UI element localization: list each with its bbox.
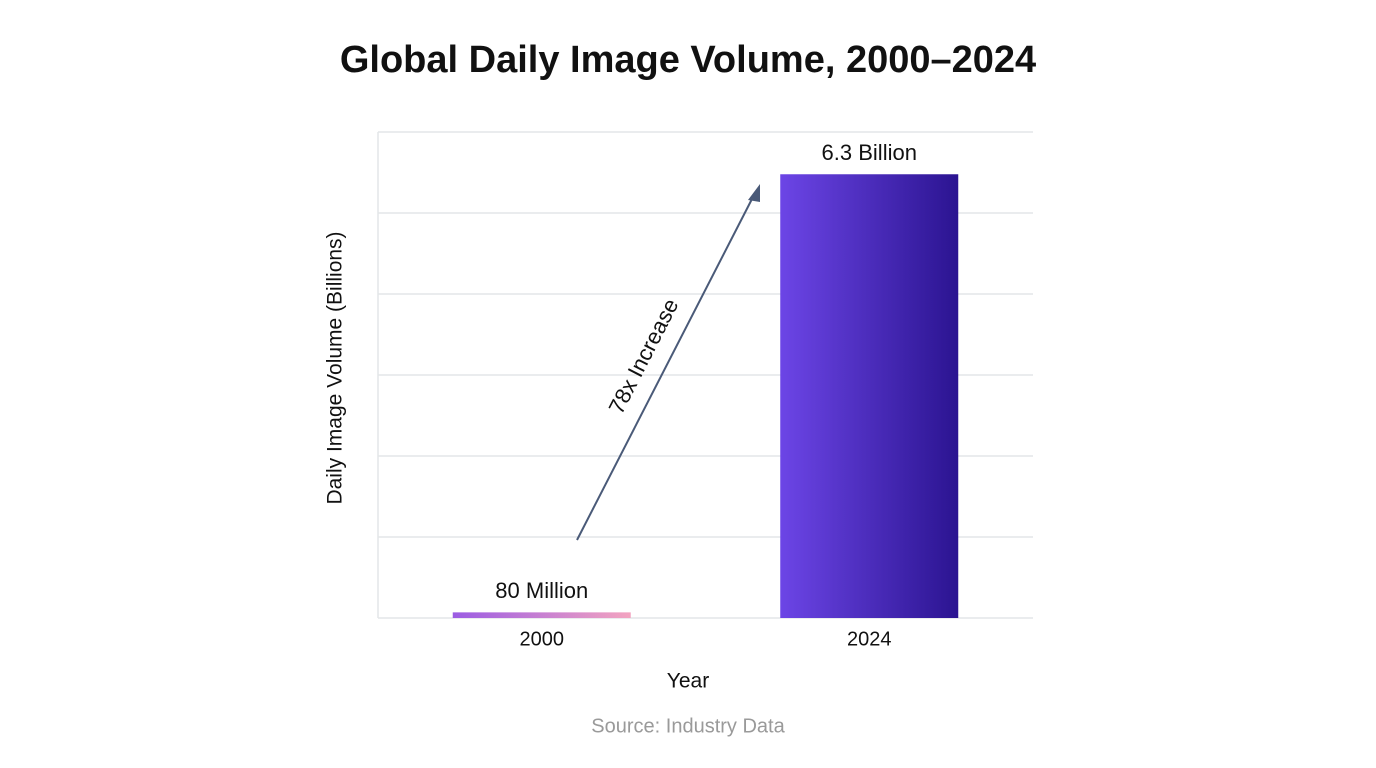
source-note: Source: Industry Data	[591, 715, 785, 737]
bar	[780, 174, 959, 618]
y-axis-label: Daily Image Volume (Billions)	[324, 231, 347, 504]
arrow-head	[748, 184, 760, 202]
chart-title: Global Daily Image Volume, 2000–2024	[340, 39, 1036, 81]
x-tick-label: 2024	[847, 628, 892, 650]
x-tick-label: 2000	[520, 628, 565, 650]
arrow-shaft	[576, 196, 754, 541]
x-axis-label: Year	[667, 670, 709, 693]
value-label: 80 Million	[495, 578, 588, 603]
annotation-arrow	[576, 184, 760, 541]
bar	[452, 612, 631, 618]
value-label: 6.3 Billion	[822, 140, 917, 165]
